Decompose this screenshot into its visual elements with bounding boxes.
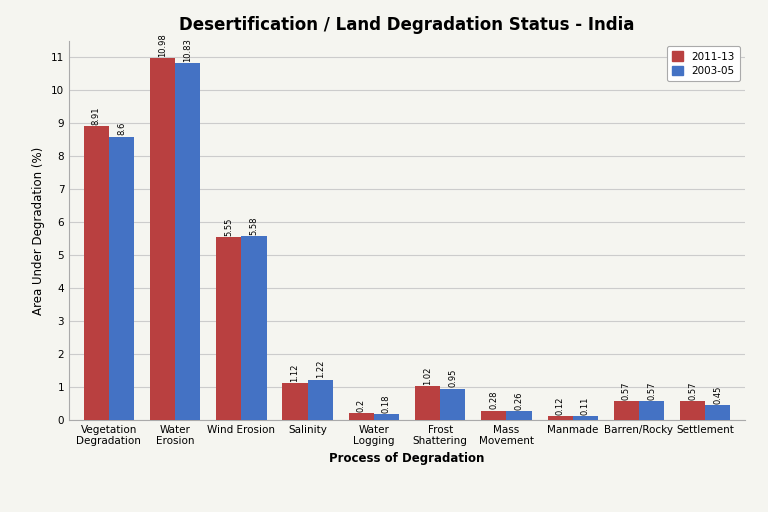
Text: 0.12: 0.12 <box>555 396 564 415</box>
Text: 0.28: 0.28 <box>489 391 498 409</box>
Text: 1.02: 1.02 <box>423 367 432 385</box>
Text: 1.22: 1.22 <box>316 360 325 378</box>
Bar <box>680 401 705 420</box>
Bar <box>150 58 175 420</box>
Text: 0.45: 0.45 <box>713 386 722 403</box>
Text: 0.2: 0.2 <box>357 399 366 412</box>
Legend: 2011-13, 2003-05: 2011-13, 2003-05 <box>667 46 740 81</box>
Bar <box>482 411 506 420</box>
Text: 5.55: 5.55 <box>224 217 233 236</box>
Y-axis label: Area Under Degradation (%): Area Under Degradation (%) <box>32 146 45 314</box>
Bar <box>573 416 598 420</box>
Bar <box>374 414 399 420</box>
Bar <box>440 389 465 420</box>
Bar <box>614 401 639 420</box>
Bar <box>283 383 308 420</box>
Text: 5.58: 5.58 <box>250 216 259 234</box>
Text: 0.57: 0.57 <box>622 381 631 400</box>
Bar <box>548 416 573 420</box>
Bar <box>175 63 200 420</box>
Text: 0.26: 0.26 <box>515 392 524 410</box>
Text: 10.98: 10.98 <box>158 33 167 57</box>
X-axis label: Process of Degradation: Process of Degradation <box>329 452 485 465</box>
Bar <box>506 411 531 420</box>
Bar <box>109 137 134 420</box>
Bar <box>308 379 333 420</box>
Bar <box>415 386 440 420</box>
Text: 0.57: 0.57 <box>688 381 697 400</box>
Title: Desertification / Land Degradation Status - India: Desertification / Land Degradation Statu… <box>180 16 634 34</box>
Text: 1.12: 1.12 <box>290 363 300 381</box>
Bar <box>241 236 266 420</box>
Text: 10.83: 10.83 <box>184 38 192 62</box>
Bar <box>217 237 241 420</box>
Bar <box>349 413 374 420</box>
Text: 0.18: 0.18 <box>382 394 391 413</box>
Bar <box>84 126 109 420</box>
Bar <box>639 401 664 420</box>
Text: 0.95: 0.95 <box>449 369 457 387</box>
Text: 8.91: 8.91 <box>92 106 101 125</box>
Text: 0.57: 0.57 <box>647 381 656 400</box>
Text: 0.11: 0.11 <box>581 396 590 415</box>
Text: 8.6: 8.6 <box>117 122 126 135</box>
Bar <box>705 405 730 420</box>
